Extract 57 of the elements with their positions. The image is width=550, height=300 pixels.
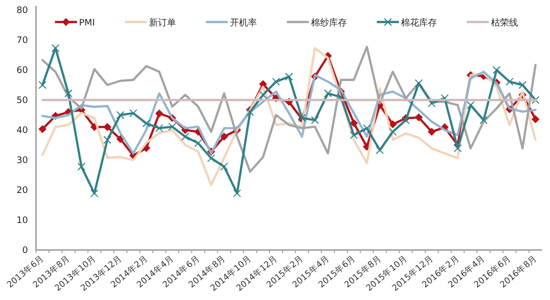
- point: [440, 94, 449, 102]
- point: [285, 72, 293, 81]
- y-tick-label: 10: [16, 216, 28, 226]
- y-tick-label: 60: [16, 66, 28, 76]
- point: [220, 162, 228, 171]
- point: [194, 139, 202, 148]
- point: [388, 128, 397, 136]
- point: [116, 111, 124, 119]
- point: [428, 128, 436, 136]
- point: [532, 96, 540, 104]
- point: [155, 110, 164, 118]
- point: [38, 81, 46, 89]
- point: [64, 89, 72, 98]
- point: [414, 79, 423, 88]
- point: [51, 44, 60, 52]
- point: [388, 120, 397, 128]
- legend-label: 枯荣线: [490, 18, 518, 28]
- point: [38, 125, 46, 134]
- point: [466, 101, 475, 110]
- point: [480, 116, 488, 124]
- legend-label: PMI: [79, 18, 95, 28]
- point: [506, 78, 514, 86]
- point: [103, 136, 112, 144]
- y-tick-label: 80: [16, 6, 28, 16]
- point: [142, 119, 150, 128]
- point: [492, 66, 501, 74]
- point: [129, 109, 138, 118]
- point: [181, 132, 190, 141]
- point: [414, 113, 423, 122]
- point: [376, 146, 384, 154]
- legend-label: 棉花库存: [400, 18, 437, 28]
- legend-label: 开机率: [230, 18, 257, 28]
- point: [532, 115, 540, 124]
- point: [168, 122, 176, 131]
- legend-label: 新订单: [148, 18, 176, 28]
- point: [454, 144, 462, 152]
- point: [324, 89, 332, 98]
- point: [350, 119, 358, 128]
- point: [220, 132, 228, 141]
- point: [233, 189, 242, 198]
- point: [155, 124, 164, 132]
- y-tick-label: 40: [16, 126, 28, 136]
- y-tick-label: 0: [22, 246, 28, 256]
- y-tick-label: 70: [16, 36, 28, 46]
- point: [246, 108, 254, 116]
- point: [103, 123, 112, 131]
- point: [362, 124, 371, 132]
- point: [350, 131, 358, 140]
- point: [272, 78, 280, 86]
- point: [77, 162, 86, 171]
- point: [310, 116, 319, 124]
- point: [90, 189, 98, 198]
- y-tick-label: 20: [16, 186, 28, 196]
- legend-label: 棉纱库存: [310, 18, 347, 28]
- y-tick-label: 30: [16, 156, 28, 166]
- y-tick-label: 50: [16, 96, 28, 106]
- point: [518, 81, 527, 89]
